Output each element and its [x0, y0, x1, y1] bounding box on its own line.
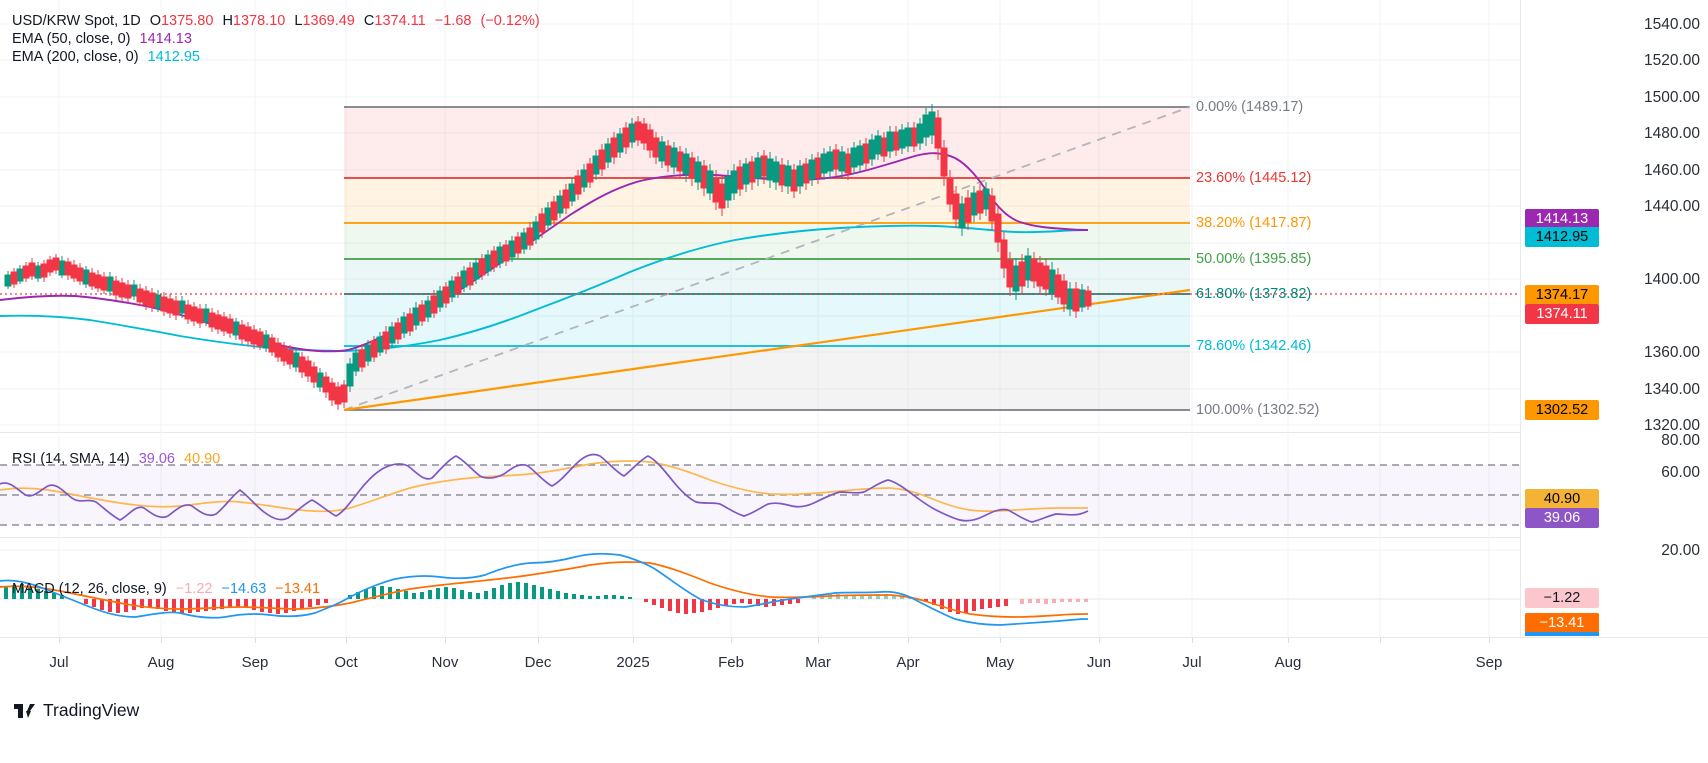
- ema50-legend[interactable]: EMA (50, close, 0) 1414.13: [12, 31, 197, 47]
- fib-level-236-label: 23.60% (1445.12): [1196, 170, 1312, 186]
- time-tick: Oct: [334, 654, 358, 671]
- time-tick: Nov: [431, 654, 459, 671]
- time-tick: Mar: [805, 654, 831, 671]
- ema200-label: EMA (200, close, 0): [12, 49, 139, 65]
- ema200-badge[interactable]: 1412.95: [1525, 227, 1599, 247]
- candlestick-series: [4, 104, 1092, 410]
- fib-level-382-label: 38.20% (1417.87): [1196, 215, 1312, 231]
- macd-signal-value: −13.41: [275, 581, 321, 597]
- fib-level-50-label: 50.00% (1395.85): [1196, 251, 1312, 267]
- axis-tick: 1340.00: [1643, 381, 1700, 398]
- price-axis[interactable]: 1540.00 1520.00 1500.00 1480.00 1460.00 …: [1520, 0, 1708, 637]
- macd-hist-badge[interactable]: −1.22: [1525, 588, 1599, 608]
- macd-legend[interactable]: MACD (12, 26, close, 9) −1.22 −14.63 −13…: [12, 581, 325, 597]
- rsi-line: [0, 453, 1089, 523]
- axis-tick: 1460.00: [1643, 162, 1700, 179]
- time-tick: Jul: [1182, 654, 1202, 671]
- ohlc-o-value: 1375.80: [160, 13, 214, 29]
- rsi-sma-line: [0, 460, 1088, 513]
- macd-value: −14.63: [221, 581, 267, 597]
- fib-zones: [344, 107, 1190, 410]
- rsi-value: 39.06: [138, 451, 175, 467]
- ohlc-o-label: O: [149, 13, 161, 29]
- ema50-badge[interactable]: 1414.13: [1525, 209, 1599, 229]
- axis-tick: 1480.00: [1643, 125, 1700, 142]
- axis-tick: 1440.00: [1643, 198, 1700, 215]
- fib-level-100-label: 100.00% (1302.52): [1196, 402, 1320, 418]
- axis-tick: 1540.00: [1643, 16, 1700, 33]
- fib-level-786-label: 78.60% (1342.46): [1196, 338, 1312, 354]
- pane-divider-rsi: [0, 432, 1708, 433]
- time-tick: Jul: [49, 654, 69, 671]
- time-tick: Aug: [147, 654, 175, 671]
- rsi-sma-value: 40.90: [184, 451, 221, 467]
- rsi-legend[interactable]: RSI (14, SMA, 14) 39.06 40.90: [12, 451, 225, 467]
- time-tick: Feb: [718, 654, 744, 671]
- time-tick: Sep: [1475, 654, 1503, 671]
- macd-signal-badge[interactable]: −13.41: [1525, 613, 1599, 633]
- ema200-value: 1412.95: [147, 49, 200, 65]
- axis-tick: 1500.00: [1643, 89, 1700, 106]
- time-tick: 2025: [616, 654, 650, 671]
- macd-label: MACD (12, 26, close, 9): [12, 581, 167, 597]
- symbol-title[interactable]: USD/KRW Spot, 1D: [12, 13, 141, 29]
- rsi-label: RSI (14, SMA, 14): [12, 451, 130, 467]
- rsi-badge[interactable]: 39.06: [1525, 508, 1599, 528]
- fib-level-0-label: 0.00% (1489.17): [1196, 99, 1304, 115]
- fib618-badge[interactable]: 1374.17: [1525, 285, 1599, 305]
- rsi-levels: [0, 464, 1520, 526]
- time-tick: Aug: [1274, 654, 1302, 671]
- macd-line-indicator: [1525, 632, 1599, 636]
- axis-tick: 1520.00: [1643, 52, 1700, 69]
- rsi-axis-tick: 60.00: [1661, 464, 1700, 481]
- tradingview-wordmark: TradingView: [43, 700, 140, 720]
- macd-pane[interactable]: [0, 537, 1520, 637]
- fib-level-618-label: 61.80% (1373.82): [1196, 286, 1312, 302]
- rsi-grid-vertical: [58, 432, 1490, 537]
- macd-hist-value: −1.22: [175, 581, 213, 597]
- time-tick: Jun: [1086, 654, 1112, 671]
- ema200-legend[interactable]: EMA (200, close, 0) 1412.95: [12, 49, 205, 65]
- time-tick: Dec: [524, 654, 552, 671]
- symbol-legend[interactable]: USD/KRW Spot, 1D O1375.80 H1378.10 L1369…: [12, 13, 545, 29]
- last-price-badge[interactable]: 1374.11: [1525, 304, 1599, 324]
- macd-line: [0, 552, 1088, 626]
- macd-signal-line: [0, 561, 1089, 618]
- change-value: −1.68: [434, 13, 472, 29]
- rsi-sma-badge[interactable]: 40.90: [1525, 489, 1599, 509]
- change-percent: (−0.12%): [480, 13, 540, 29]
- rsi-pane[interactable]: [0, 432, 1520, 537]
- price-grid-vertical: [58, 0, 1490, 432]
- fib100-badge[interactable]: 1302.52: [1525, 400, 1599, 420]
- ohlc-h-value: 1378.10: [232, 13, 286, 29]
- ema50-value: 1414.13: [139, 31, 192, 47]
- uptrend-line: [343, 288, 1191, 412]
- ohlc-c-value: 1374.11: [374, 13, 426, 29]
- time-tick: Apr: [896, 654, 920, 671]
- tradingview-mark-icon: [14, 703, 35, 718]
- tradingview-logo[interactable]: TradingView: [14, 700, 139, 721]
- axis-tick: 1400.00: [1643, 271, 1700, 288]
- axis-tick: 1360.00: [1643, 344, 1700, 361]
- time-tick: May: [985, 654, 1015, 671]
- fib-diagonal: [343, 106, 1191, 411]
- time-axis[interactable]: Jul Aug Sep Oct Nov Dec 2025 Feb Mar Apr…: [0, 637, 1708, 685]
- macd-grid-vertical: [58, 537, 1490, 637]
- rsi-axis-tick: 80.00: [1661, 432, 1700, 449]
- axis-tick: 1320.00: [1643, 417, 1700, 434]
- ohlc-h-label: H: [222, 13, 233, 29]
- ohlc-l-value: 1369.49: [302, 13, 355, 29]
- ohlc-c-label: C: [363, 13, 375, 29]
- macd-axis-tick: 20.00: [1661, 542, 1700, 559]
- ohlc-l-label: L: [294, 13, 303, 29]
- time-tick: Sep: [241, 654, 269, 671]
- ema50-label: EMA (50, close, 0): [12, 31, 131, 47]
- price-pane[interactable]: 0.00% (1489.17) 23.60% (1445.12) 38.20% …: [0, 0, 1520, 432]
- pane-divider-macd: [0, 537, 1708, 538]
- macd-histogram: [4, 582, 1088, 614]
